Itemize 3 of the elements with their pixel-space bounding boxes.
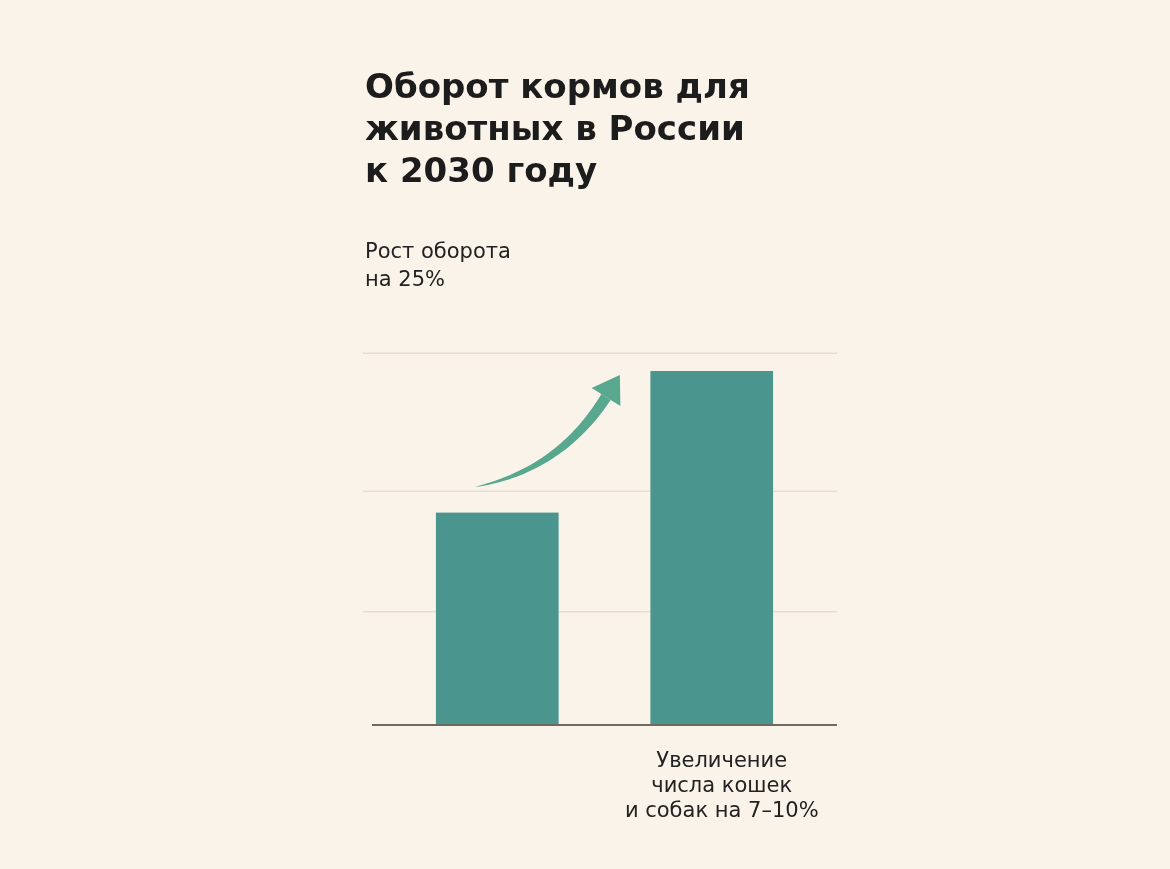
chart-subtitle: Рост оборота на 25% [365, 239, 511, 291]
text: Увеличение числа кошек и собак на 7–10% [624, 748, 819, 822]
chart-title: Оборот кормов для животных в России к 2030 году [365, 66, 750, 190]
